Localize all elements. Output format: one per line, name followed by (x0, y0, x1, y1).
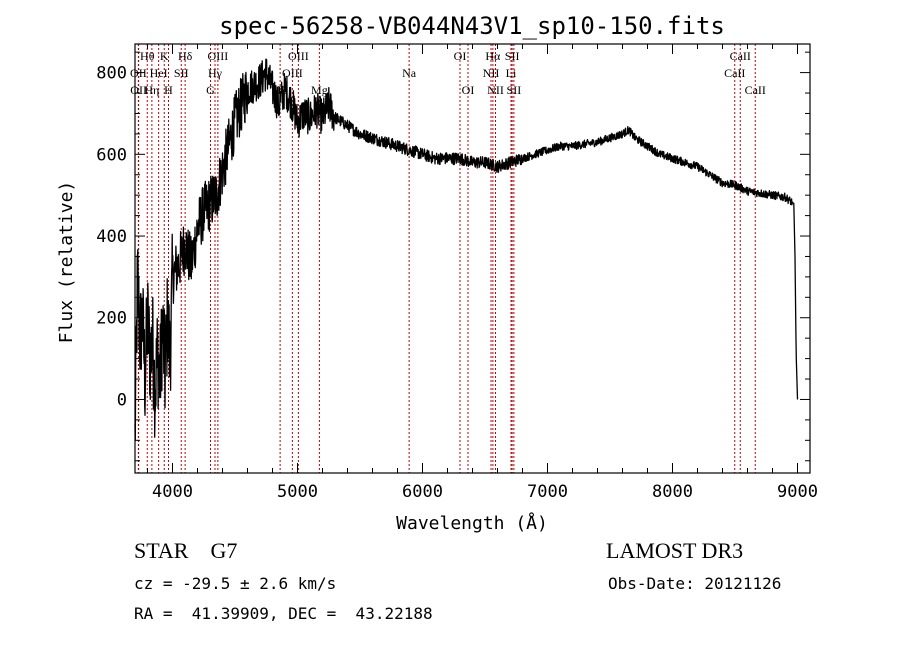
line-labels: HθOIIOIIHηKHeIHHδSIIOIIIHγGOIIIHβOIIIMgN… (130, 49, 766, 97)
line-label: OI (462, 83, 475, 97)
y-tick-label: 0 (117, 390, 127, 410)
line-label: G (206, 83, 215, 97)
y-tick-label: 200 (96, 309, 127, 329)
line-label: SII (507, 83, 522, 97)
line-label: CaII (724, 66, 745, 80)
line-label: CaII (730, 49, 751, 63)
observation-date: Obs-Date: 20121126 (608, 574, 782, 593)
y-tick-label: 800 (96, 64, 127, 84)
line-label: OIII (288, 49, 309, 63)
survey-name: LAMOST DR3 (606, 538, 744, 563)
x-tick-label: 4000 (152, 482, 193, 502)
object-class: STAR G7 (134, 538, 238, 563)
line-label: SII (174, 66, 189, 80)
line-label: Hγ (208, 66, 223, 80)
line-label: Li (506, 66, 517, 80)
line-label: Hδ (178, 49, 193, 63)
line-label: SII (505, 49, 520, 63)
line-label: HeI (150, 66, 168, 80)
line-label: OIII (208, 49, 229, 63)
line-label: Hα (485, 49, 501, 63)
chart-title: spec-56258-VB044N43V1_sp10-150.fits (219, 12, 725, 40)
flux-series-line (134, 58, 799, 442)
line-label: K (160, 49, 169, 63)
line-label: Na (402, 66, 417, 80)
x-axis-label: Wavelength (Å) (396, 512, 548, 534)
line-label: H (164, 83, 173, 97)
x-tick-label: 5000 (277, 482, 318, 502)
y-tick-label: 400 (96, 227, 127, 247)
line-label: Mg (311, 83, 328, 97)
x-tick-label: 6000 (402, 482, 443, 502)
line-label: NII (487, 83, 504, 97)
line-markers (137, 44, 756, 473)
line-label: OI (454, 49, 467, 63)
line-label: Hθ (140, 49, 155, 63)
redshift-velocity: cz = -29.5 ± 2.6 km/s (134, 574, 337, 593)
y-axis-label: Flux (relative) (56, 181, 77, 344)
x-tick-label: 7000 (527, 482, 568, 502)
x-tick-label: 8000 (652, 482, 693, 502)
y-tick-label: 600 (96, 145, 127, 165)
line-label: CaII (745, 83, 766, 97)
x-axis: 4000 5000 6000 7000 8000 9000 (147, 44, 818, 502)
y-axis: 0 200 400 600 800 (96, 51, 810, 462)
line-label: NII (483, 66, 500, 80)
x-tick-label: 9000 (777, 482, 818, 502)
line-label: Hη (144, 83, 159, 97)
ra-dec-coordinates: RA = 41.39909, DEC = 43.22188 (134, 604, 433, 623)
